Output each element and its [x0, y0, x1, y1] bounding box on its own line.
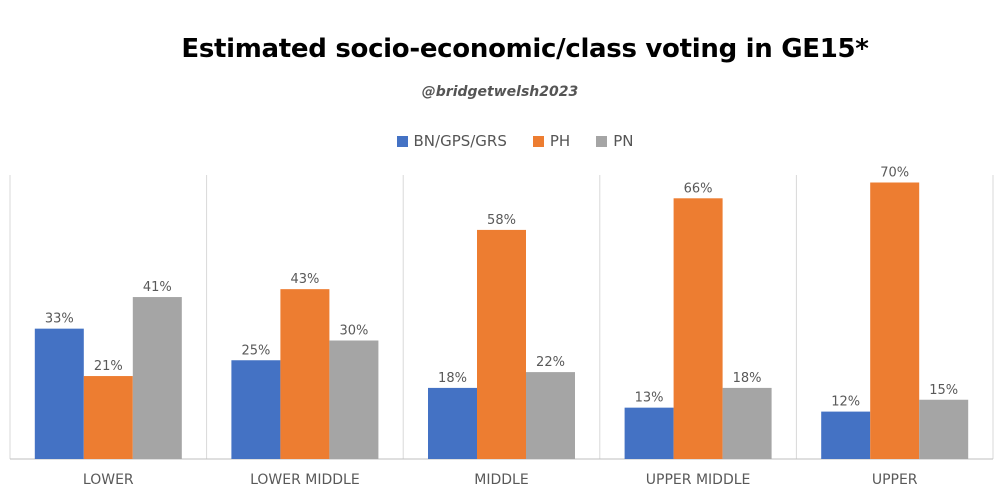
data-label: 33% [45, 312, 74, 327]
bar-pn-middle [526, 372, 575, 459]
legend-label-pn: PN [613, 132, 634, 150]
x-tick-label: UPPER MIDDLE [646, 472, 751, 488]
legend-swatch-ph [532, 135, 544, 147]
data-label: 21% [94, 359, 123, 374]
x-tick-label: LOWER [83, 472, 134, 488]
bar-bn-gps-grs-lower-middle [231, 360, 281, 459]
data-label: 58% [487, 213, 516, 228]
bar-pn-upper [919, 399, 969, 459]
data-label: 15% [929, 383, 958, 398]
data-label: 25% [241, 343, 270, 358]
bar-bn-gps-grs-upper-middle [624, 407, 674, 459]
bar-ph-upper-middle [673, 198, 723, 460]
data-label: 30% [339, 324, 368, 339]
data-label: 41% [143, 280, 172, 295]
bar-bn-gps-grs-upper [821, 411, 871, 459]
legend-swatch-bn [396, 135, 408, 147]
legend-label-ph: PH [549, 132, 571, 150]
data-label: 12% [831, 395, 860, 410]
legend-label-bn: BN/GPS/GRS [413, 132, 507, 150]
data-label: 43% [290, 272, 319, 287]
legend-item-ph: PH [532, 132, 571, 150]
data-label: 13% [635, 391, 664, 406]
bar-pn-lower [132, 297, 182, 459]
bar-bn-gps-grs-lower [34, 328, 84, 459]
legend: BN/GPS/GRS PH PN [0, 132, 1000, 150]
data-label: 18% [438, 371, 467, 386]
chart-credit: @bridgetwelsh2023 [421, 84, 579, 100]
legend-swatch-pn [596, 135, 608, 147]
bar-ph-middle [477, 229, 526, 459]
chart-title: Estimated socio-economic/class voting in… [181, 34, 869, 64]
bar-pn-lower-middle [329, 340, 379, 459]
data-label: 70% [880, 166, 909, 181]
bar-ph-lower [83, 376, 133, 459]
bar-ph-lower-middle [280, 289, 330, 459]
data-label: 18% [733, 371, 762, 386]
legend-item-bn: BN/GPS/GRS [396, 132, 507, 150]
data-label: 22% [536, 355, 565, 370]
bar-ph-upper [870, 182, 920, 459]
bar-bn-gps-grs-middle [428, 387, 477, 459]
x-tick-label: LOWER MIDDLE [250, 472, 360, 488]
legend-item-pn: PN [596, 132, 634, 150]
x-tick-label: UPPER [872, 472, 918, 488]
bar-pn-upper-middle [722, 387, 772, 459]
data-label: 66% [684, 181, 713, 196]
x-tick-label: MIDDLE [474, 472, 528, 488]
